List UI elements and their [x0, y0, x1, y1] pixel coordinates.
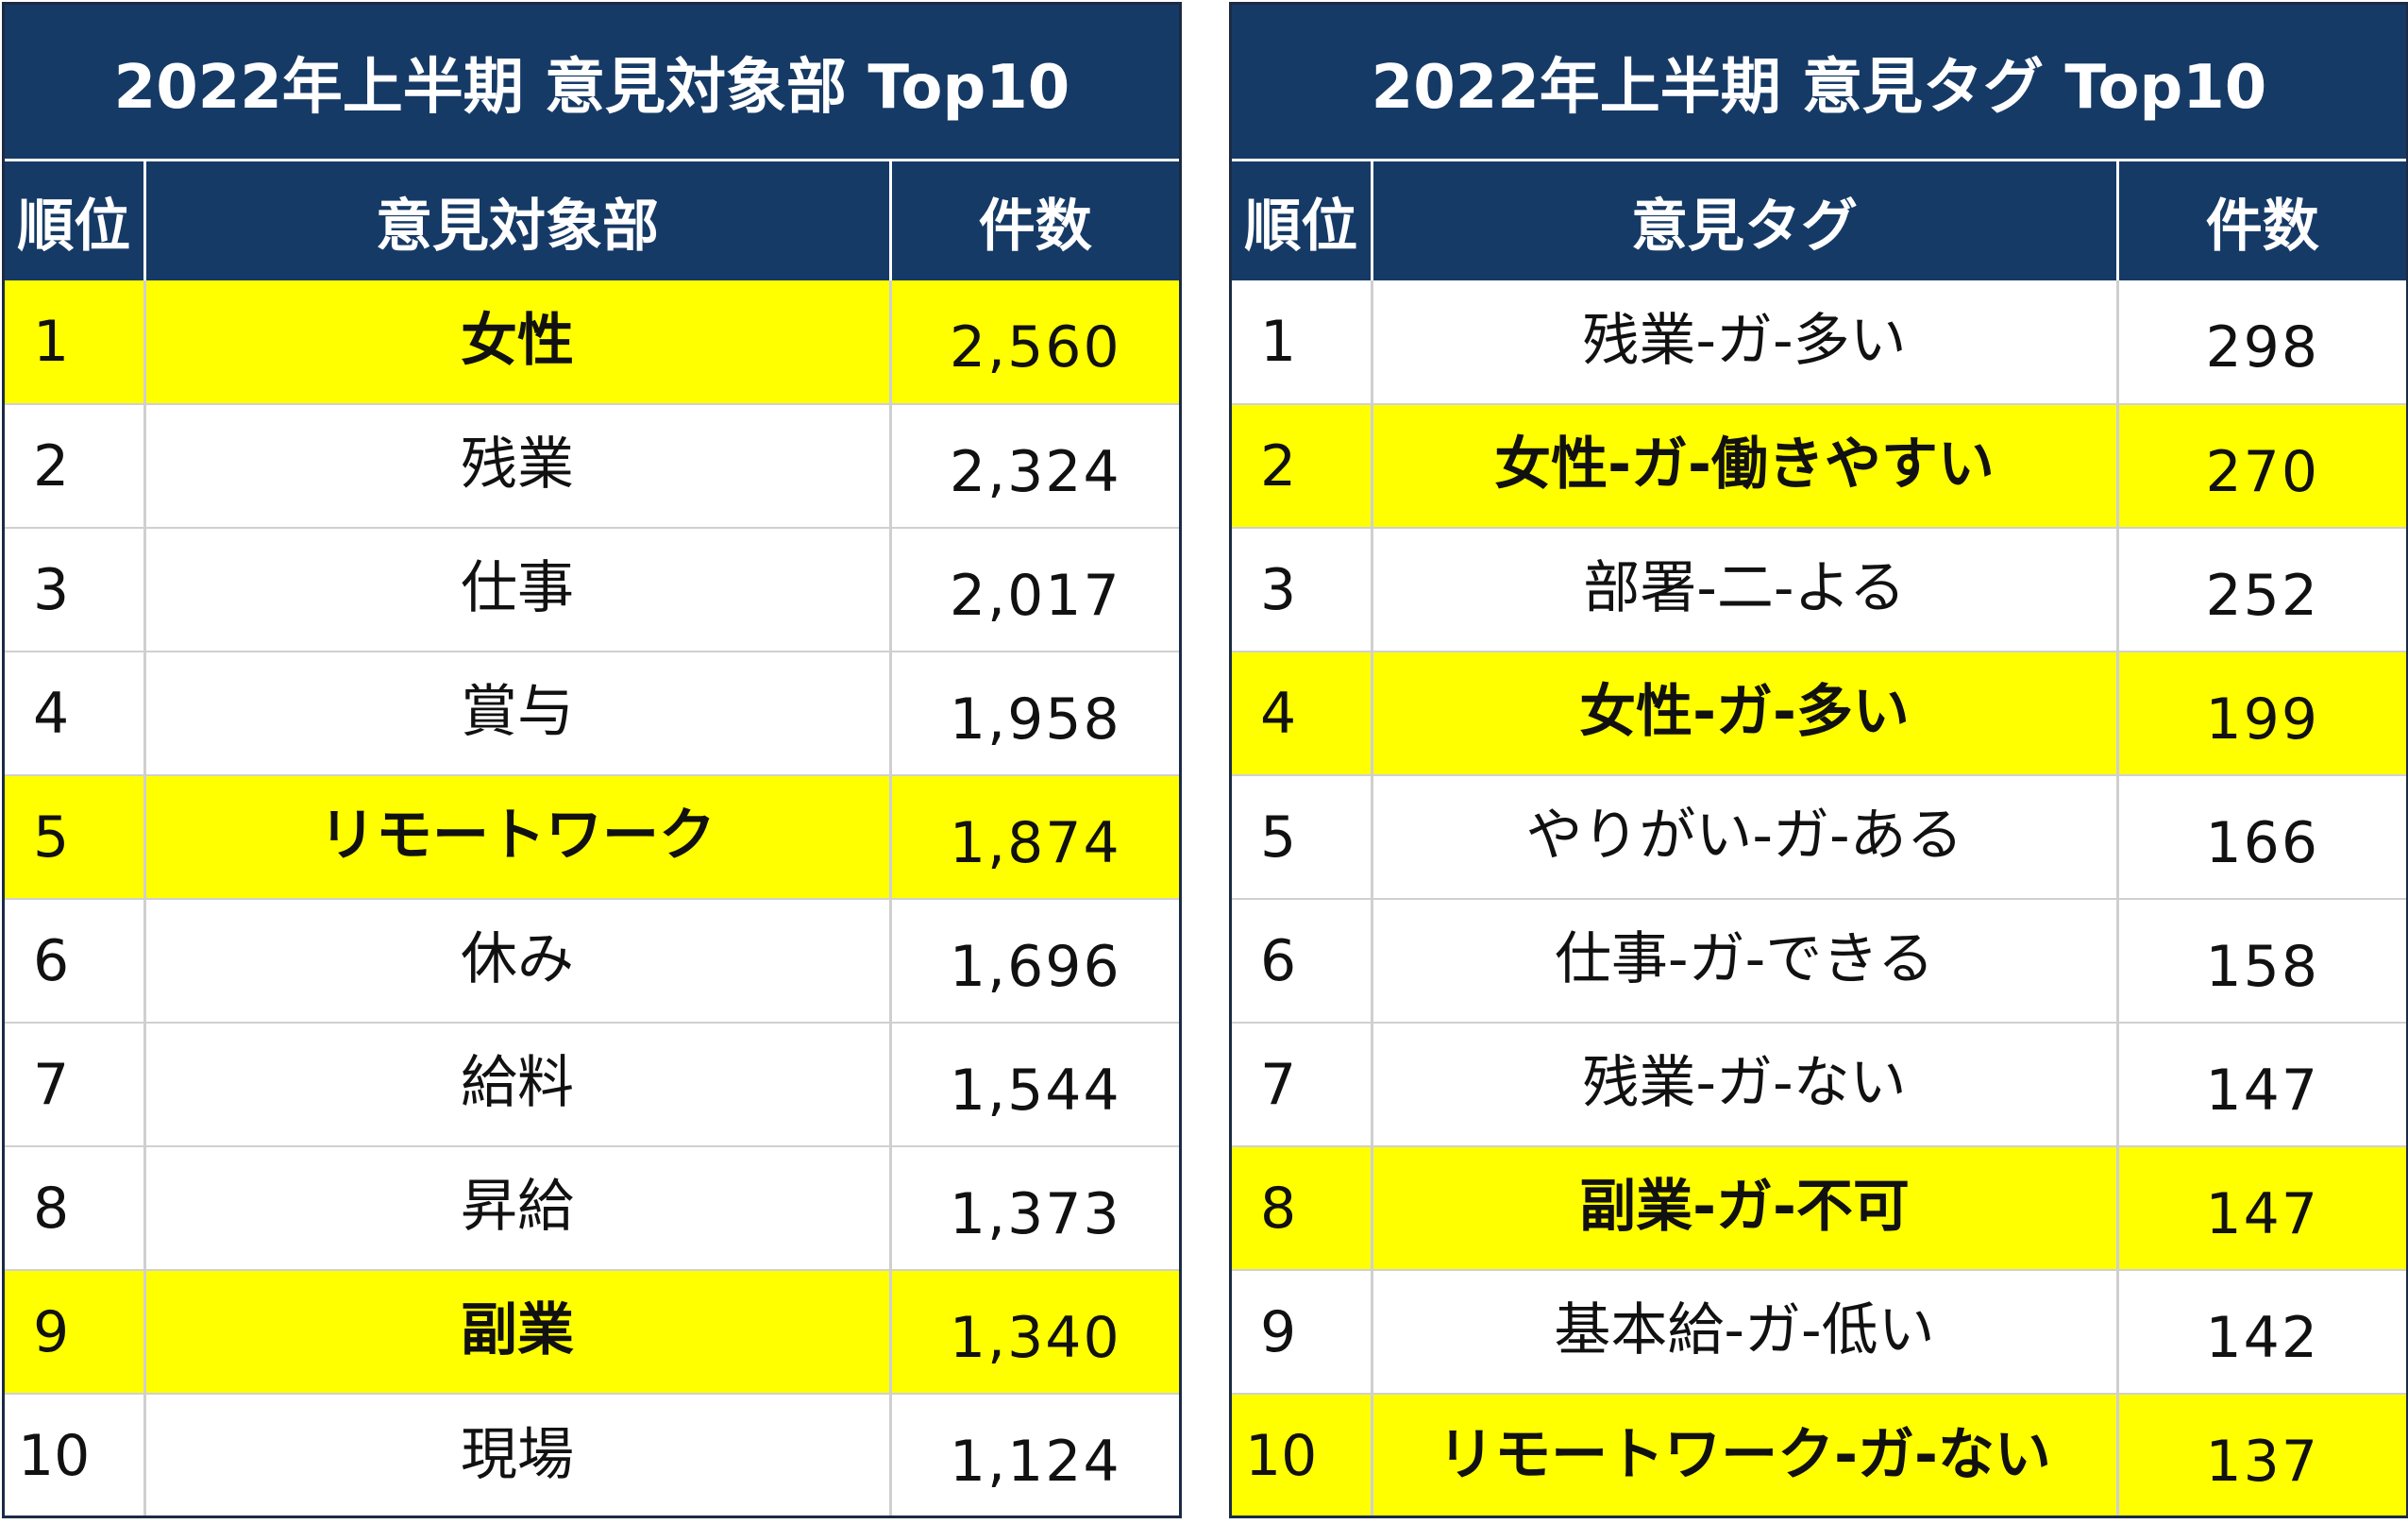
- table-row: 5 やりがい-ガ-ある 166: [1232, 774, 2406, 899]
- rank-cell: 10: [1232, 1393, 1373, 1516]
- rank-cell: 1: [5, 280, 146, 404]
- count-cell: 1,874: [890, 774, 1179, 899]
- name-cell: 女性-ガ-多い: [1372, 651, 2119, 775]
- count-cell: 298: [2205, 314, 2320, 381]
- left-header-rank: 順位: [5, 161, 146, 280]
- rank-cell: 8: [1232, 1145, 1373, 1270]
- name-cell: 昇給: [144, 1145, 892, 1270]
- table-row: 10 現場 1,124: [5, 1393, 1179, 1516]
- right-table-grid: 順位 意見タグ 件数 1 残業-ガ-多い 298 2 女性-ガ-働きやすい 270 3 部署-…: [1232, 161, 2406, 1516]
- count-cell: 1,124: [890, 1393, 1179, 1516]
- name-cell: やりがい-ガ-ある: [1372, 774, 2119, 899]
- rank-cell: 5: [1232, 774, 1373, 899]
- left-table-body: 1 女性 2,560 2 残業 2,324 3 仕事 2,017 4 賞与 1,958 5 リモートワーク…: [5, 280, 1179, 1516]
- count-cell: 1,958: [890, 651, 1179, 775]
- name-cell: 残業-ガ-多い: [1372, 280, 2119, 404]
- name-cell: 部署-二-よる: [1372, 527, 2119, 652]
- right-table-title: 2022年上半期 意見タグ Top10: [1232, 5, 2406, 161]
- count-cell: 147: [2117, 1022, 2406, 1146]
- rank-cell: 10: [5, 1393, 146, 1516]
- count-cell: 166: [2117, 774, 2406, 899]
- left-table-grid: 順位 意見対象部 件数 1 女性 2,560 2 残業 2,324 3 仕事 2,017 4 賞与 1…: [5, 161, 1179, 1516]
- name-cell: 休み: [144, 898, 892, 1023]
- table-row: 2 女性-ガ-働きやすい 270: [1232, 403, 2406, 528]
- name-cell: 女性-ガ-働きやすい: [1372, 403, 2119, 528]
- table-row: 8 昇給 1,373: [5, 1145, 1179, 1270]
- name-cell: リモートワーク-ガ-ない: [1372, 1393, 2119, 1516]
- table-row: 3 部署-二-よる 252: [1232, 527, 2406, 652]
- table-row: 5 リモートワーク 1,874: [5, 774, 1179, 899]
- table-row: 10 リモートワーク-ガ-ない 137: [1232, 1393, 2406, 1516]
- name-cell: 副業: [144, 1269, 892, 1394]
- rank-cell: 1: [1232, 280, 1373, 404]
- name-cell: 女性: [144, 280, 892, 404]
- name-cell: 給料: [144, 1022, 892, 1146]
- table-row: 9 基本給-ガ-低い 142: [1232, 1269, 2406, 1394]
- table-row: 4 賞与 1,958: [5, 651, 1179, 775]
- count-cell: 142: [2117, 1269, 2406, 1394]
- rank-cell: 7: [5, 1022, 146, 1146]
- count-cell: 252: [2117, 527, 2406, 652]
- table-row: 2 残業 2,324: [5, 403, 1179, 528]
- count-cell: 158: [2117, 898, 2406, 1023]
- rank-cell: 3: [1232, 527, 1373, 652]
- name-cell: 基本給-ガ-低い: [1372, 1269, 2119, 1394]
- table-row: 7 給料 1,544: [5, 1022, 1179, 1146]
- table-row: 6 仕事-ガ-できる 158: [1232, 898, 2406, 1023]
- name-cell: 賞与: [144, 651, 892, 775]
- right-table-body: 1 残業-ガ-多い 298 2 女性-ガ-働きやすい 270 3 部署-二-よる 252 4 女性-…: [1232, 280, 2406, 1516]
- count-cell: 137: [2117, 1393, 2406, 1516]
- rank-cell: 3: [5, 527, 146, 652]
- table-row: 9 副業 1,340: [5, 1269, 1179, 1394]
- rank-cell: 6: [5, 898, 146, 1023]
- rank-cell: 4: [1232, 651, 1373, 775]
- table-row: 4 女性-ガ-多い 199: [1232, 651, 2406, 775]
- rank-cell: 2: [1232, 403, 1373, 528]
- name-cell: 残業: [144, 403, 892, 528]
- left-ranking-table: 2022年上半期 意見対象部 Top10 順位 意見対象部 件数 1 女性 2,56…: [2, 2, 1182, 1518]
- rank-cell: 9: [5, 1269, 146, 1394]
- left-header-count: 件数: [890, 161, 1179, 280]
- right-header-count: 件数: [2117, 161, 2406, 280]
- rank-cell: 6: [1232, 898, 1373, 1023]
- name-cell: 仕事-ガ-できる: [1372, 898, 2119, 1023]
- name-cell: 現場: [144, 1393, 892, 1516]
- table-row: 7 残業-ガ-ない 147: [1232, 1022, 2406, 1146]
- rank-cell: 8: [5, 1145, 146, 1270]
- count-cell: 1,340: [890, 1269, 1179, 1394]
- name-cell: リモートワーク: [144, 774, 892, 899]
- table-row: 1 残業-ガ-多い 298: [1232, 280, 2406, 404]
- rank-cell: 9: [1232, 1269, 1373, 1394]
- count-cell: 1,373: [890, 1145, 1179, 1270]
- name-cell: 副業-ガ-不可: [1372, 1145, 2119, 1270]
- rank-cell: 7: [1232, 1022, 1373, 1146]
- count-cell: 2,324: [890, 403, 1179, 528]
- left-header-row: 順位 意見対象部 件数: [5, 161, 1179, 280]
- table-row: 8 副業-ガ-不可 147: [1232, 1145, 2406, 1270]
- count-cell: 1,696: [890, 898, 1179, 1023]
- count-cell: 2,560: [890, 280, 1179, 404]
- rank-cell: 4: [5, 651, 146, 775]
- right-header-row: 順位 意見タグ 件数: [1232, 161, 2406, 280]
- rank-cell: 2: [5, 403, 146, 528]
- table-row: 3 仕事 2,017: [5, 527, 1179, 652]
- left-header-name: 意見対象部: [144, 161, 892, 280]
- name-cell: 残業-ガ-ない: [1372, 1022, 2119, 1146]
- count-cell: 199: [2117, 651, 2406, 775]
- name-cell: 仕事: [144, 527, 892, 652]
- right-header-rank: 順位: [1232, 161, 1373, 280]
- count-cell: 2,017: [890, 527, 1179, 652]
- table-row: 1 女性 2,560: [5, 280, 1179, 404]
- right-header-name: 意見タグ: [1372, 161, 2119, 280]
- count-cell: 1,544: [890, 1022, 1179, 1146]
- left-table-title: 2022年上半期 意見対象部 Top10: [5, 5, 1179, 161]
- count-cell: 147: [2117, 1145, 2406, 1270]
- table-row: 6 休み 1,696: [5, 898, 1179, 1023]
- rank-cell: 5: [5, 774, 146, 899]
- count-cell: 270: [2117, 403, 2406, 528]
- right-ranking-table: 2022年上半期 意見タグ Top10 順位 意見タグ 件数 1 残業-ガ-多い 2…: [1229, 2, 2408, 1518]
